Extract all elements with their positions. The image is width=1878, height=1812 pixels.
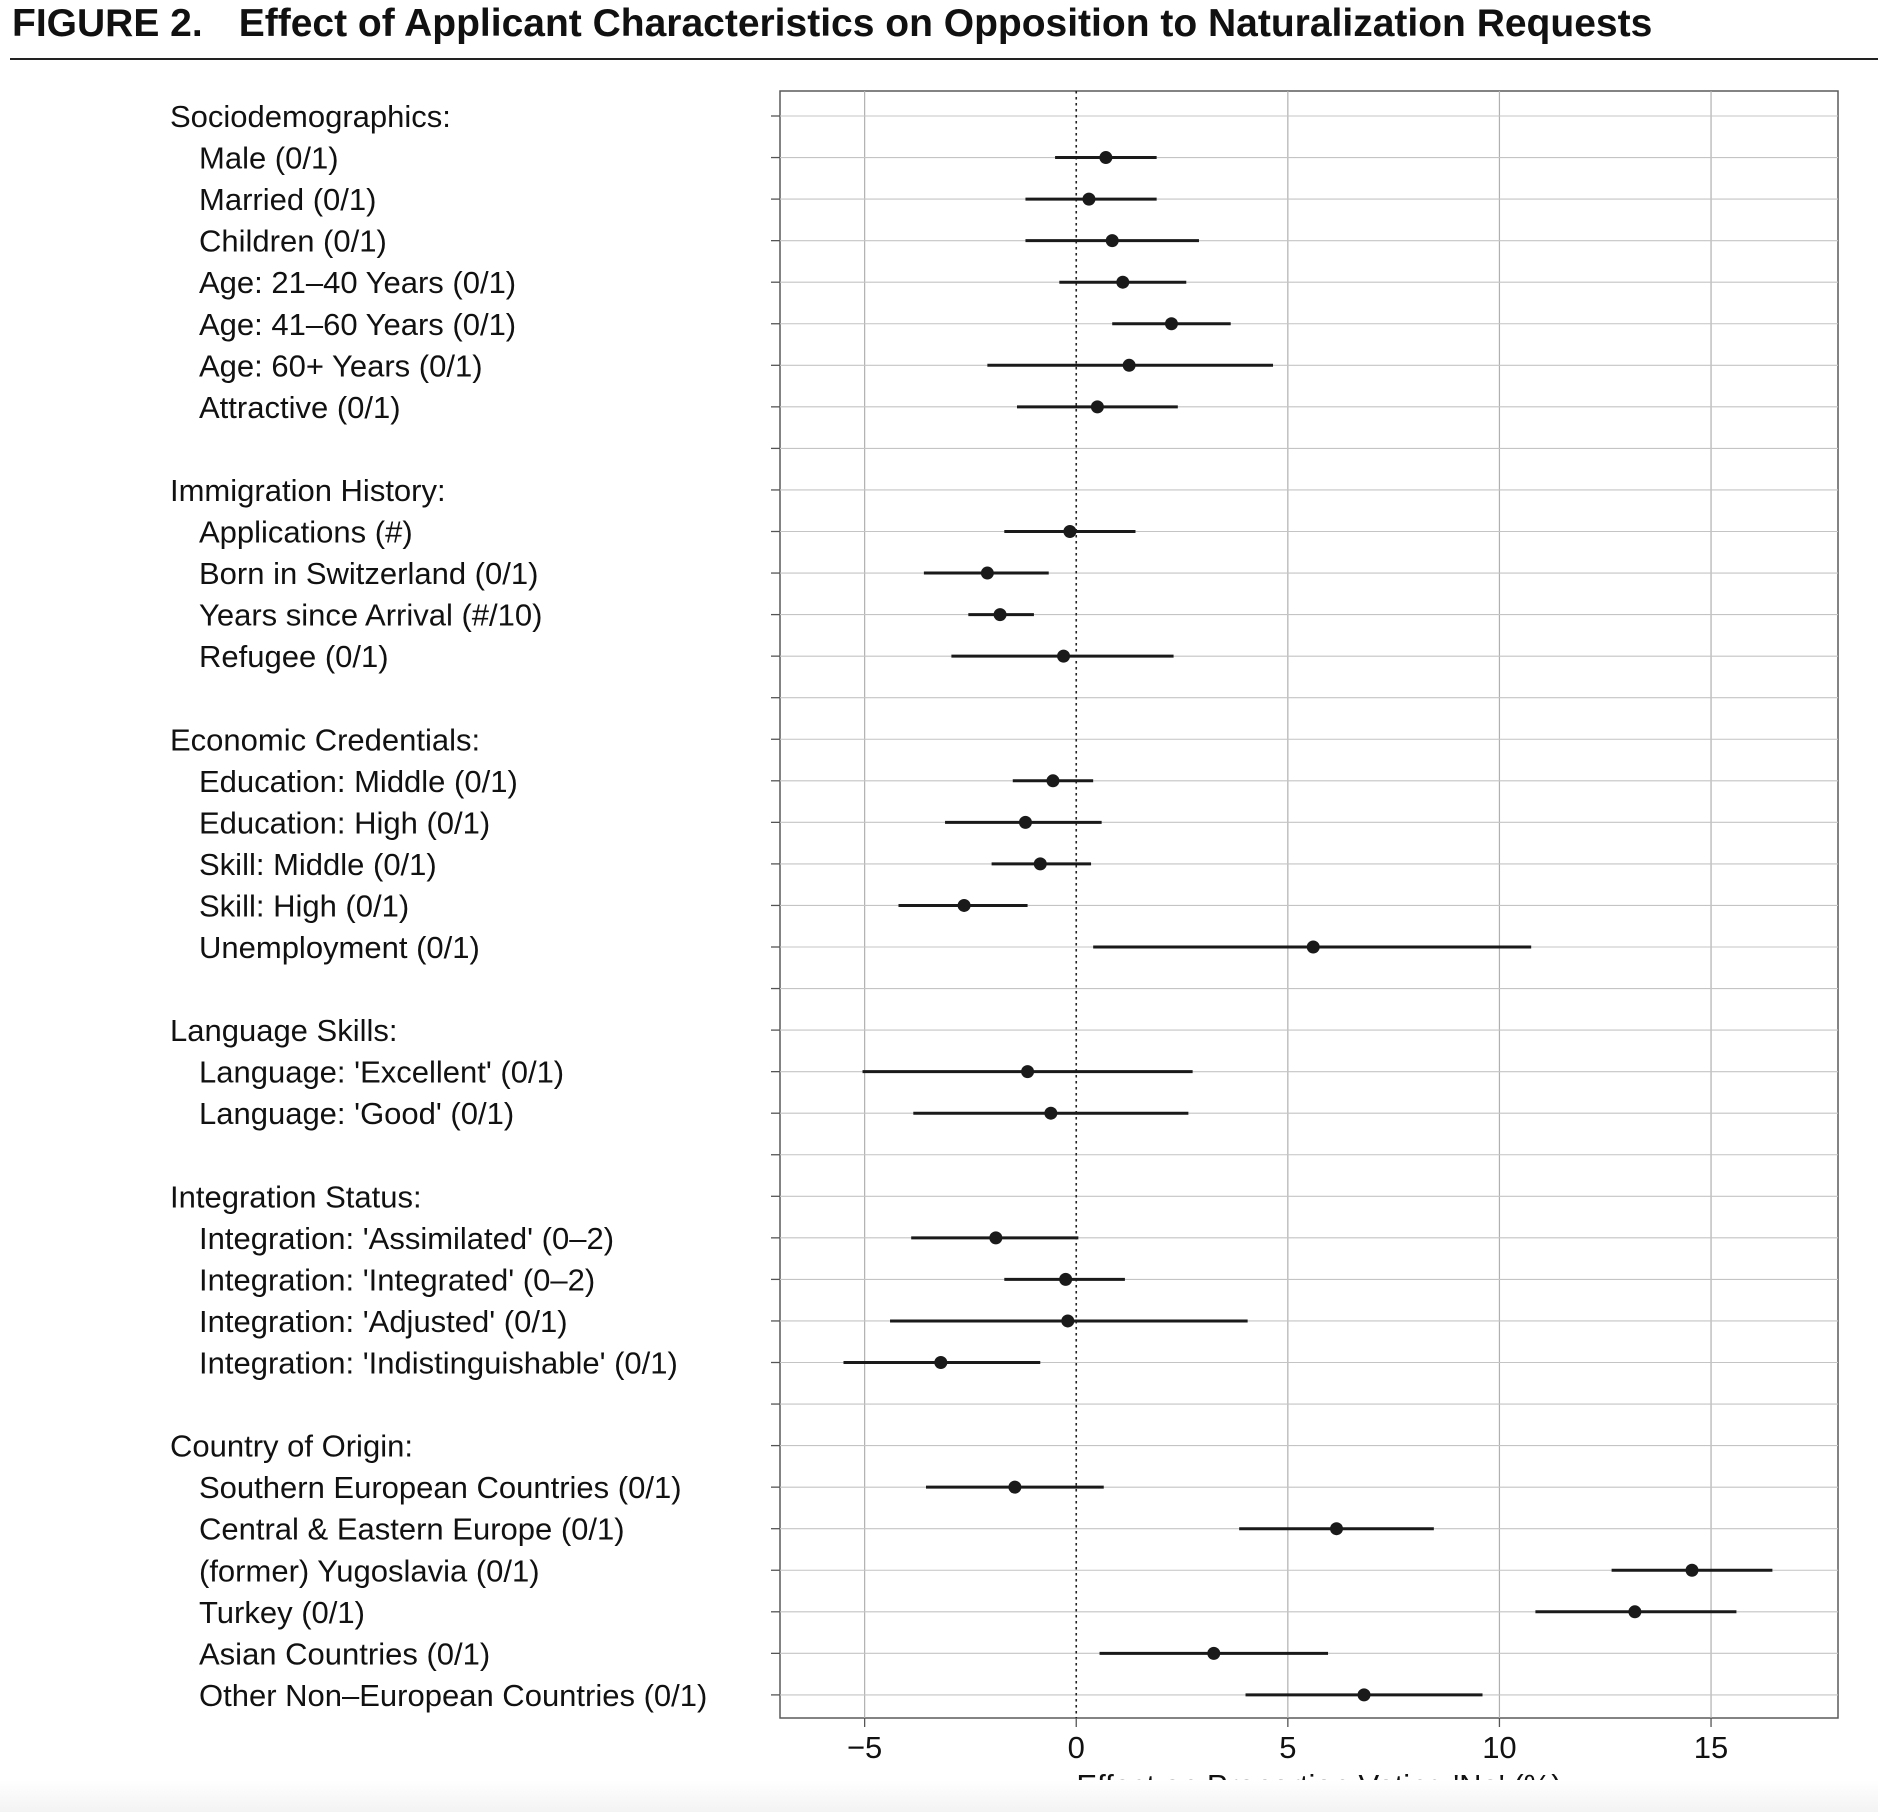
point-estimate	[1306, 940, 1320, 954]
row-label: Born in Switzerland (0/1)	[199, 556, 538, 591]
row-label: Refugee (0/1)	[199, 639, 389, 674]
row-label: Integration: 'Integrated' (0–2)	[199, 1262, 595, 1297]
row-label: Integration: 'Adjusted' (0/1)	[199, 1304, 568, 1339]
x-tick-label: 15	[1694, 1730, 1728, 1765]
point-estimate	[1033, 857, 1047, 871]
row-label: Education: High (0/1)	[199, 805, 490, 840]
group-heading: Integration Status:	[170, 1179, 422, 1214]
point-estimate	[1063, 525, 1077, 538]
row-label: Other Non–European Countries (0/1)	[199, 1678, 707, 1713]
row-label: Southern European Countries (0/1)	[199, 1470, 682, 1505]
point-estimate	[989, 1231, 1003, 1245]
title-rule	[10, 58, 1878, 60]
point-estimate	[1082, 192, 1096, 206]
point-estimate	[1044, 1106, 1058, 1120]
point-estimate	[1116, 275, 1130, 289]
row-label: Age: 60+ Years (0/1)	[199, 348, 483, 383]
group-heading: Country of Origin:	[170, 1429, 413, 1464]
point-estimate	[1685, 1563, 1699, 1577]
point-estimate	[1164, 317, 1178, 331]
point-estimate	[1628, 1605, 1642, 1619]
figure-number: FIGURE 2.	[12, 2, 203, 45]
point-estimate	[1021, 1065, 1035, 1079]
point-estimate	[1018, 815, 1032, 829]
group-heading: Language Skills:	[170, 1013, 398, 1048]
row-label: Applications (#)	[199, 515, 413, 550]
row-label: Language: 'Good' (0/1)	[199, 1096, 514, 1131]
point-estimate	[1099, 151, 1113, 165]
x-tick-label: 5	[1279, 1730, 1296, 1765]
row-label: Asian Countries (0/1)	[199, 1636, 490, 1671]
row-label: Age: 41–60 Years (0/1)	[199, 307, 516, 342]
point-estimate	[1046, 774, 1060, 788]
figure-title: FIGURE 2. Effect of Applicant Characteris…	[12, 2, 1652, 46]
point-estimate	[1090, 400, 1104, 414]
point-estimate	[993, 608, 1007, 622]
row-label: Central & Eastern Europe (0/1)	[199, 1512, 625, 1547]
row-label: Attractive (0/1)	[199, 390, 401, 425]
row-label: Unemployment (0/1)	[199, 930, 480, 965]
group-heading: Immigration History:	[170, 473, 446, 508]
point-estimate	[1008, 1480, 1022, 1494]
row-label: Children (0/1)	[199, 224, 387, 259]
point-estimate	[934, 1356, 948, 1369]
point-estimate	[1057, 649, 1071, 663]
point-estimate	[1207, 1646, 1221, 1660]
point-estimate	[1122, 358, 1136, 372]
figure-title-text: Effect of Applicant Characteristics on O…	[238, 2, 1653, 45]
row-label: Age: 21–40 Years (0/1)	[199, 265, 516, 300]
row-label: Education: Middle (0/1)	[199, 764, 518, 799]
point-estimate	[1105, 234, 1119, 248]
row-label: Skill: High (0/1)	[199, 888, 409, 923]
x-tick-label: 0	[1068, 1730, 1085, 1765]
point-estimate	[1330, 1522, 1344, 1536]
row-label: (former) Yugoslavia (0/1)	[199, 1553, 540, 1588]
point-estimate	[1059, 1272, 1073, 1286]
point-estimate	[1357, 1688, 1371, 1702]
row-label: Male (0/1)	[199, 141, 339, 176]
x-tick-label: −5	[847, 1730, 882, 1765]
row-label: Married (0/1)	[199, 182, 376, 217]
row-label: Language: 'Excellent' (0/1)	[199, 1055, 564, 1090]
row-label: Years since Arrival (#/10)	[199, 598, 542, 633]
row-label: Integration: 'Assimilated' (0–2)	[199, 1221, 614, 1256]
point-estimate	[957, 898, 971, 912]
x-tick-label: 10	[1482, 1730, 1516, 1765]
group-heading: Sociodemographics:	[170, 99, 451, 134]
point-estimate	[1061, 1314, 1075, 1328]
page-bottom-edge	[0, 1780, 1878, 1812]
row-label: Skill: Middle (0/1)	[199, 847, 437, 882]
row-label: Integration: 'Indistinguishable' (0/1)	[199, 1346, 678, 1381]
row-label: Turkey (0/1)	[199, 1595, 365, 1630]
point-estimate	[980, 566, 994, 580]
group-heading: Economic Credentials:	[170, 722, 480, 757]
